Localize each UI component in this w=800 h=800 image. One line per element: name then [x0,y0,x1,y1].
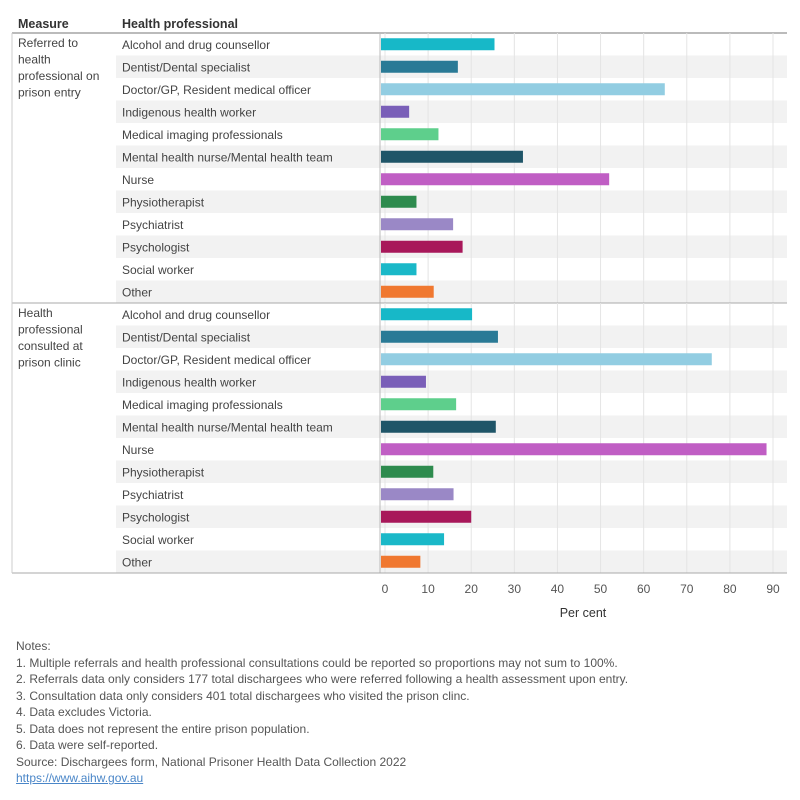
bar [381,555,421,568]
source-link[interactable]: https://www.aihw.gov.au [16,771,144,785]
bar [381,353,712,366]
category-label: Doctor/GP, Resident medical officer [122,83,311,97]
category-label: Physiotherapist [122,195,205,209]
bar [381,285,434,298]
notes-section: Notes: 1. Multiple referrals and health … [16,638,786,787]
note-line-1: 1. Multiple referrals and health profess… [16,655,618,670]
notes-heading: Notes: [16,639,51,653]
category-label: Mental health nurse/Mental health team [122,150,333,164]
bar-chart-svg: Measure Health professional Referred to hea… [11,17,787,620]
group-label-line: Health [18,306,53,320]
bar [381,330,498,343]
bar [381,308,473,321]
group-label-line: prison entry [18,86,81,100]
category-label: Physiotherapist [122,465,205,479]
x-tick-label: 0 [382,582,389,596]
source-line: Source: Dischargees form, National Priso… [16,754,407,769]
x-tick-label: 80 [723,582,737,596]
bar [381,128,439,141]
category-label: Indigenous health worker [122,375,256,389]
header-measure: Measure [18,17,69,31]
bar [381,510,472,523]
x-tick-label: 90 [766,582,780,596]
x-tick-label: 70 [680,582,694,596]
header-health-professional: Health professional [122,17,238,31]
category-label: Social worker [122,263,194,277]
category-label: Psychiatrist [122,488,184,502]
category-label: Psychologist [122,240,190,254]
category-label: Dentist/Dental specialist [122,60,251,74]
note-line-6: 6. Data were self-reported. [16,738,159,752]
bar [381,398,457,411]
category-label: Dentist/Dental specialist [122,330,251,344]
x-tick-label: 10 [421,582,435,596]
category-label: Alcohol and drug counsellor [122,308,270,322]
group-label-line: professional [18,323,83,337]
row-stripe [116,460,787,483]
category-label: Nurse [122,443,154,457]
x-tick-label: 50 [594,582,608,596]
group-label-line: prison clinic [18,356,81,370]
bar [381,150,523,163]
category-label: Psychologist [122,510,190,524]
group-label-line: health [18,53,51,67]
x-axis-title: Per cent [560,606,607,620]
x-tick-label: 40 [551,582,565,596]
note-line-2: 2. Referrals data only considers 177 tot… [16,672,629,686]
row-stripe [116,100,787,123]
category-label: Other [122,555,152,569]
group-label-line: professional on [18,69,99,83]
bar [381,465,434,478]
bar [381,240,463,253]
category-label: Doctor/GP, Resident medical officer [122,353,311,367]
bar [381,375,426,388]
category-label: Social worker [122,533,194,547]
note-line-5: 5. Data does not represent the entire pr… [16,721,310,736]
bar [381,38,495,51]
bar [381,533,445,546]
bar [381,488,454,501]
bar [381,195,417,208]
bar [381,60,458,73]
row-stripe [116,550,787,573]
bar [381,443,767,456]
x-tick-label: 20 [465,582,479,596]
bar [381,420,496,433]
group-label-line: Referred to [18,36,78,50]
group-label-line: consulted at [18,339,83,353]
x-tick-label: 30 [508,582,522,596]
bar [381,218,454,231]
row-stripe [116,280,787,303]
category-label: Medical imaging professionals [122,398,283,412]
bar [381,263,417,276]
note-line-4: 4. Data excludes Victoria. [16,705,152,719]
bar [381,173,610,186]
row-stripe [116,190,787,213]
category-label: Indigenous health worker [122,105,256,119]
category-label: Psychiatrist [122,218,184,232]
row-stripe [116,370,787,393]
chart: Measure Health professional Referred to hea… [11,17,787,620]
x-tick-label: 60 [637,582,651,596]
note-line-3: 3. Consultation data only considers 401 … [16,688,470,703]
category-label: Medical imaging professionals [122,128,283,142]
bar [381,105,410,118]
category-label: Other [122,285,152,299]
category-label: Nurse [122,173,154,187]
category-label: Mental health nurse/Mental health team [122,420,333,434]
category-label: Alcohol and drug counsellor [122,38,270,52]
bar [381,83,665,96]
